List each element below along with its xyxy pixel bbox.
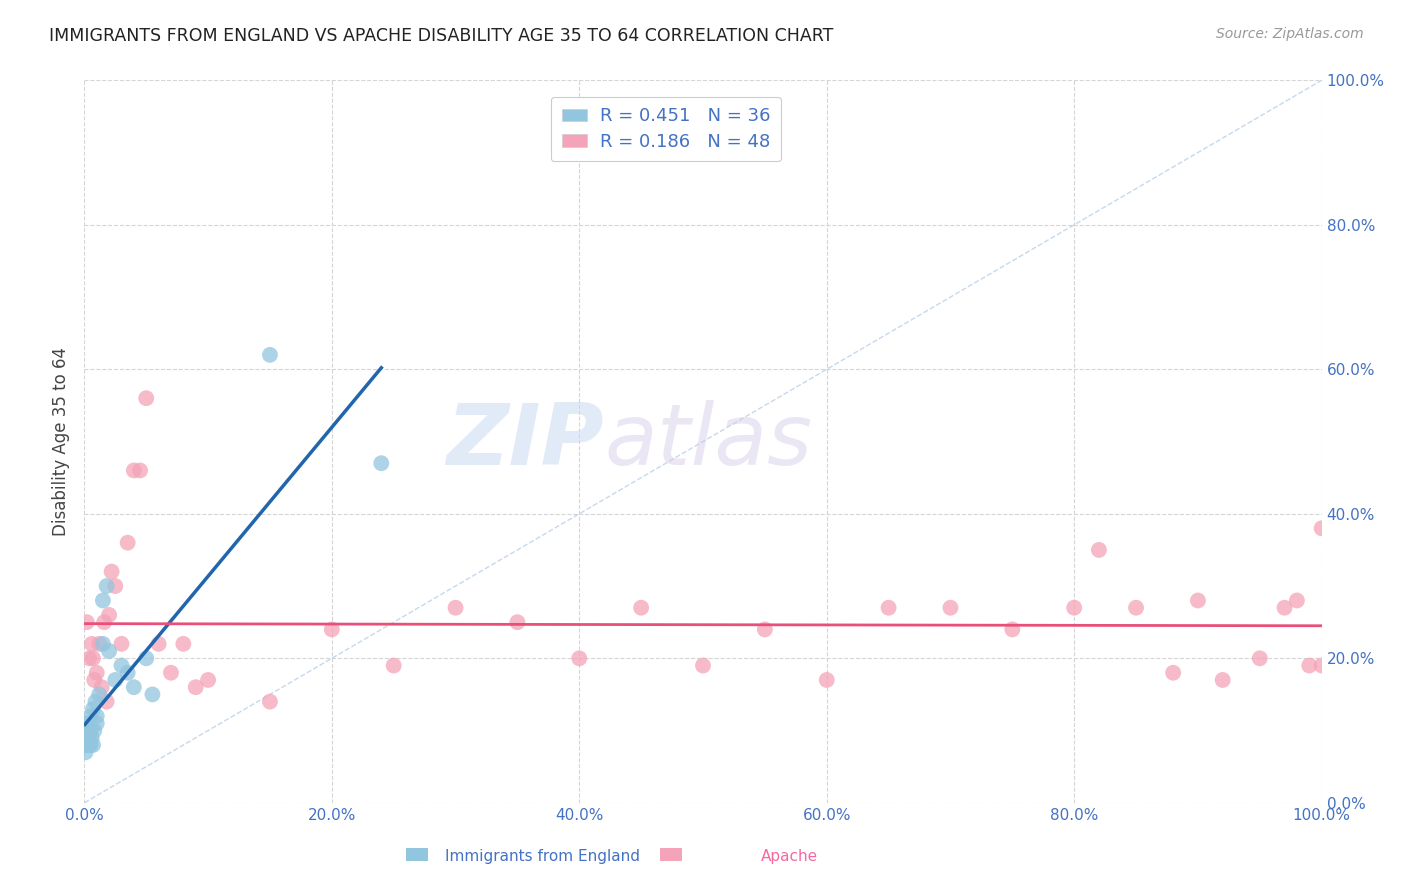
- Point: [122, 680, 145, 694]
- Point: [89, 637, 111, 651]
- Point: [84, 695, 107, 709]
- Point: [122, 463, 145, 477]
- Point: [77, 738, 100, 752]
- Text: ZIP: ZIP: [446, 400, 605, 483]
- Point: [259, 695, 281, 709]
- Point: [93, 615, 115, 630]
- Point: [91, 637, 114, 651]
- Point: [76, 716, 98, 731]
- Text: atlas: atlas: [605, 400, 813, 483]
- Point: [197, 673, 219, 687]
- Point: [96, 695, 118, 709]
- Point: [506, 615, 529, 630]
- Point: [79, 723, 101, 738]
- Y-axis label: Disability Age 35 to 64: Disability Age 35 to 64: [52, 347, 70, 536]
- Point: [129, 463, 152, 477]
- Text: IMMIGRANTS FROM ENGLAND VS APACHE DISABILITY AGE 35 TO 64 CORRELATION CHART: IMMIGRANTS FROM ENGLAND VS APACHE DISABI…: [49, 27, 834, 45]
- Point: [77, 731, 100, 745]
- Point: [98, 644, 121, 658]
- Bar: [659, 848, 682, 862]
- Point: [89, 687, 111, 701]
- Point: [172, 637, 194, 651]
- Point: [135, 651, 157, 665]
- Point: [382, 658, 405, 673]
- Point: [135, 391, 157, 405]
- Text: Source: ZipAtlas.com: Source: ZipAtlas.com: [1216, 27, 1364, 41]
- Point: [1274, 600, 1296, 615]
- Point: [104, 673, 127, 687]
- Point: [1285, 593, 1308, 607]
- Point: [444, 600, 467, 615]
- Point: [83, 673, 105, 687]
- Point: [100, 565, 122, 579]
- Point: [110, 637, 132, 651]
- Point: [86, 709, 108, 723]
- Point: [1088, 542, 1111, 557]
- Point: [321, 623, 343, 637]
- Point: [76, 615, 98, 630]
- Point: [77, 723, 100, 738]
- Point: [815, 673, 838, 687]
- Point: [184, 680, 207, 694]
- Point: [754, 623, 776, 637]
- Point: [1310, 521, 1333, 535]
- Point: [79, 651, 101, 665]
- Point: [1187, 593, 1209, 607]
- Point: [568, 651, 591, 665]
- Point: [160, 665, 183, 680]
- Point: [75, 738, 97, 752]
- Point: [73, 738, 96, 752]
- Point: [630, 600, 652, 615]
- Text: Apache: Apache: [761, 849, 818, 864]
- Point: [939, 600, 962, 615]
- Point: [1161, 665, 1184, 680]
- Point: [141, 687, 163, 701]
- Bar: [406, 848, 429, 862]
- Point: [90, 680, 112, 694]
- Point: [110, 658, 132, 673]
- Point: [80, 637, 103, 651]
- Point: [1249, 651, 1271, 665]
- Point: [79, 738, 101, 752]
- Point: [1298, 658, 1320, 673]
- Point: [82, 738, 104, 752]
- Point: [79, 709, 101, 723]
- Text: Immigrants from England: Immigrants from England: [444, 849, 640, 864]
- Point: [1310, 658, 1333, 673]
- Point: [1001, 623, 1024, 637]
- Point: [877, 600, 900, 615]
- Point: [76, 723, 98, 738]
- Point: [370, 456, 392, 470]
- Point: [86, 665, 108, 680]
- Point: [117, 535, 139, 549]
- Point: [259, 348, 281, 362]
- Point: [83, 723, 105, 738]
- Point: [75, 745, 97, 759]
- Point: [86, 716, 108, 731]
- Point: [76, 731, 98, 745]
- Point: [692, 658, 714, 673]
- Point: [1212, 673, 1234, 687]
- Point: [79, 731, 101, 745]
- Point: [104, 579, 127, 593]
- Point: [82, 702, 104, 716]
- Point: [80, 731, 103, 745]
- Point: [75, 723, 97, 738]
- Point: [96, 579, 118, 593]
- Point: [82, 651, 104, 665]
- Point: [75, 731, 97, 745]
- Point: [79, 738, 101, 752]
- Point: [117, 665, 139, 680]
- Point: [98, 607, 121, 622]
- Point: [1125, 600, 1147, 615]
- Point: [148, 637, 170, 651]
- Point: [1063, 600, 1085, 615]
- Legend: R = 0.451   N = 36, R = 0.186   N = 48: R = 0.451 N = 36, R = 0.186 N = 48: [551, 96, 780, 161]
- Point: [91, 593, 114, 607]
